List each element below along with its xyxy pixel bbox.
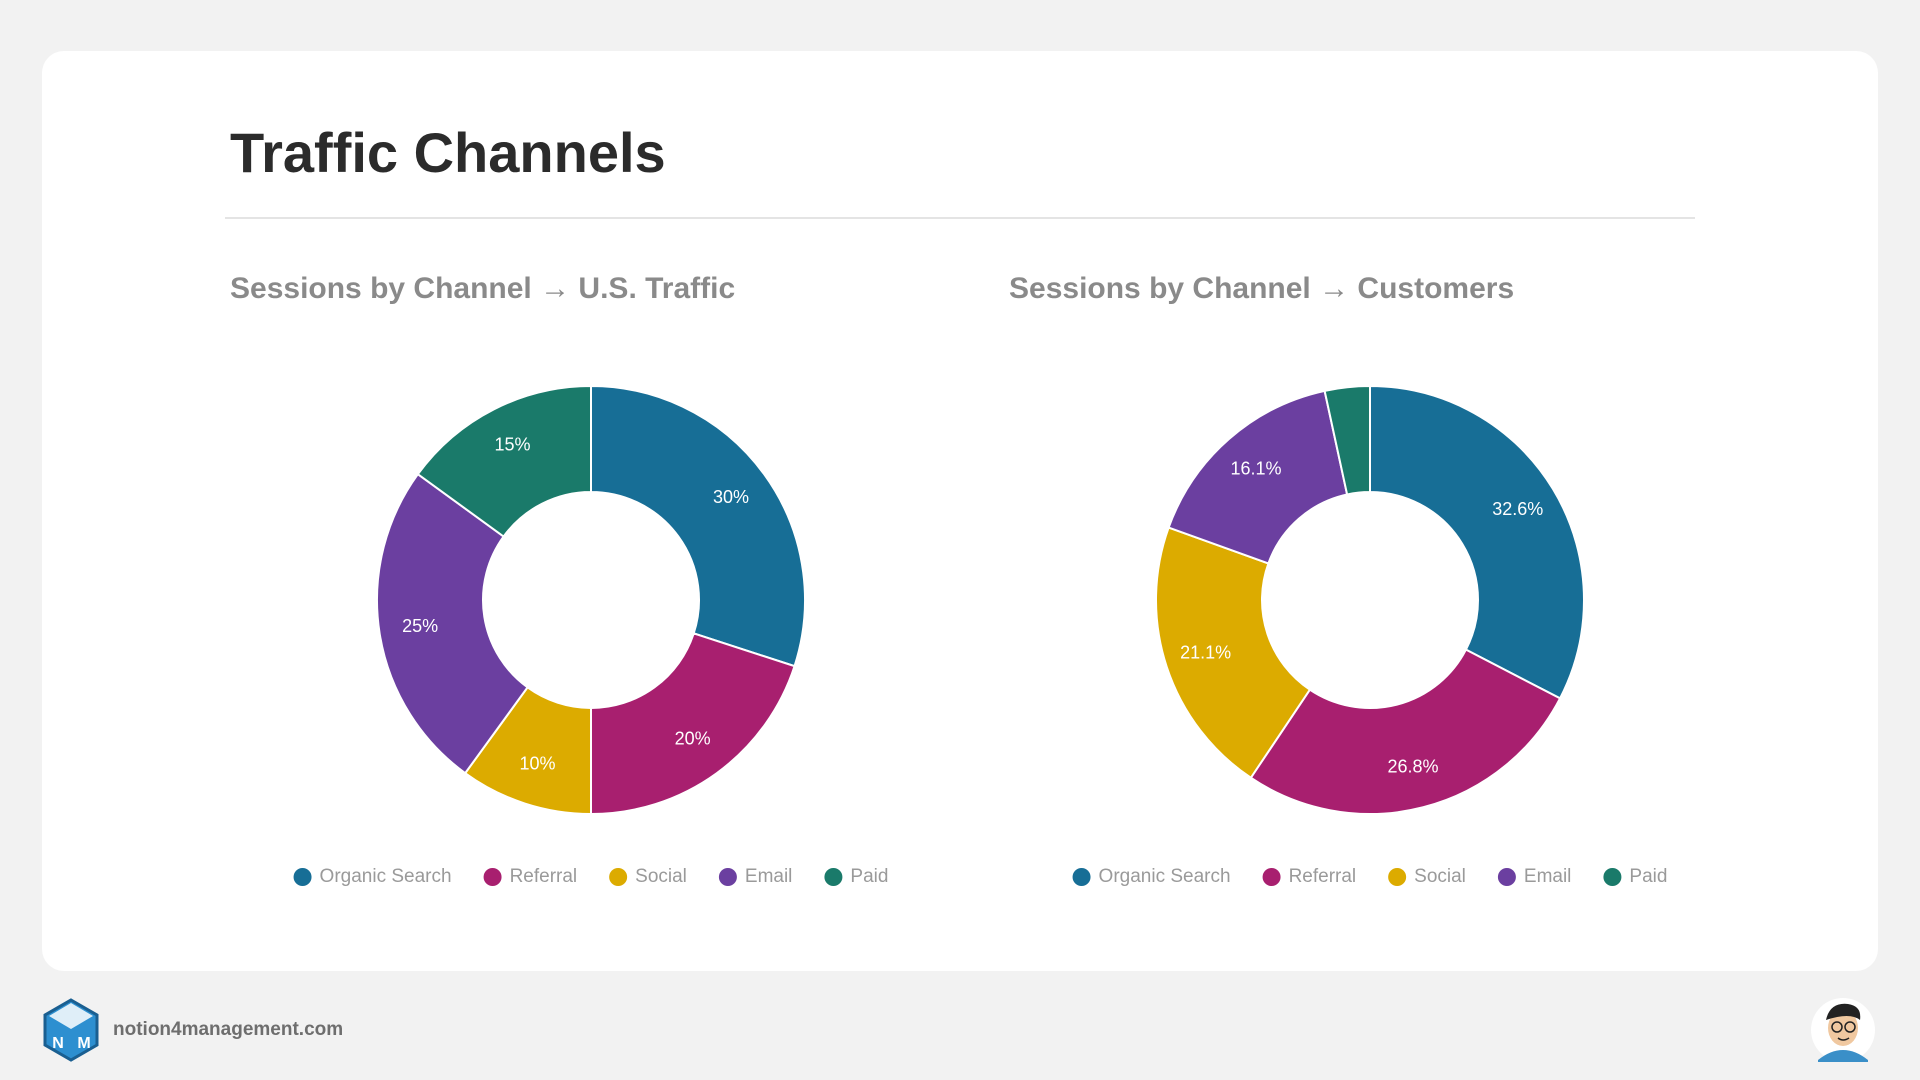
legend-label: Organic Search [320, 866, 452, 887]
donut-slice [376, 472, 529, 775]
charts: Sessions by Channel → U.S. Traffic 30% 20%… [230, 272, 1667, 887]
chart-title: Sessions by Channel → U.S. Traffic [230, 272, 735, 305]
donut-slice [1155, 526, 1312, 780]
slice-label: 25% [402, 616, 438, 636]
card [42, 51, 1878, 971]
legend-dot [824, 868, 843, 886]
svg-text:M: M [77, 1035, 90, 1052]
legend-dot [1072, 868, 1091, 886]
legend: Organic Search Referral Social Email Paid [293, 866, 888, 887]
donut-slice [590, 632, 796, 816]
legend-label: Social [635, 866, 687, 887]
legend-dot [1497, 868, 1516, 886]
slice-label: 21.1% [1180, 643, 1231, 663]
legend-label: Referral [510, 866, 578, 887]
legend-label: Email [745, 866, 793, 887]
donut-slice [1369, 384, 1585, 700]
chart-title: Sessions by Channel → Customers [1009, 272, 1514, 305]
legend-dot [1262, 868, 1281, 886]
legend-label: Paid [1629, 866, 1667, 887]
slice-label: 26.8% [1387, 756, 1438, 776]
legend-dot [293, 868, 312, 886]
donut-slice [416, 384, 592, 538]
legend-dot [1603, 868, 1622, 886]
legend-label: Email [1524, 866, 1572, 887]
slice-label: 15% [494, 435, 530, 455]
donut-slice [1167, 389, 1349, 565]
page-title: Traffic Channels [230, 121, 666, 184]
donut-slice [1249, 648, 1562, 815]
avatar [1811, 998, 1875, 1062]
legend-label: Organic Search [1099, 866, 1231, 887]
legend-dot [1388, 868, 1407, 886]
legend: Organic Search Referral Social Email Paid [1072, 866, 1667, 887]
legend-label: Paid [850, 866, 888, 887]
slice-label: 32.6% [1492, 499, 1543, 519]
slice-label: 10% [520, 753, 556, 773]
legend-dot [718, 868, 737, 886]
legend-dot [483, 868, 502, 886]
slice-label: 20% [675, 729, 711, 749]
slice-label: 16.1% [1230, 459, 1281, 479]
footer-site: notion4management.com [113, 1019, 343, 1040]
legend-label: Social [1414, 866, 1466, 887]
legend-label: Referral [1289, 866, 1357, 887]
logo: N M [43, 998, 99, 1062]
svg-text:N: N [52, 1035, 64, 1052]
donut-slice [590, 384, 806, 668]
legend-dot [609, 868, 628, 886]
donut-slice [1323, 384, 1371, 496]
slice-label: 30% [713, 487, 749, 507]
